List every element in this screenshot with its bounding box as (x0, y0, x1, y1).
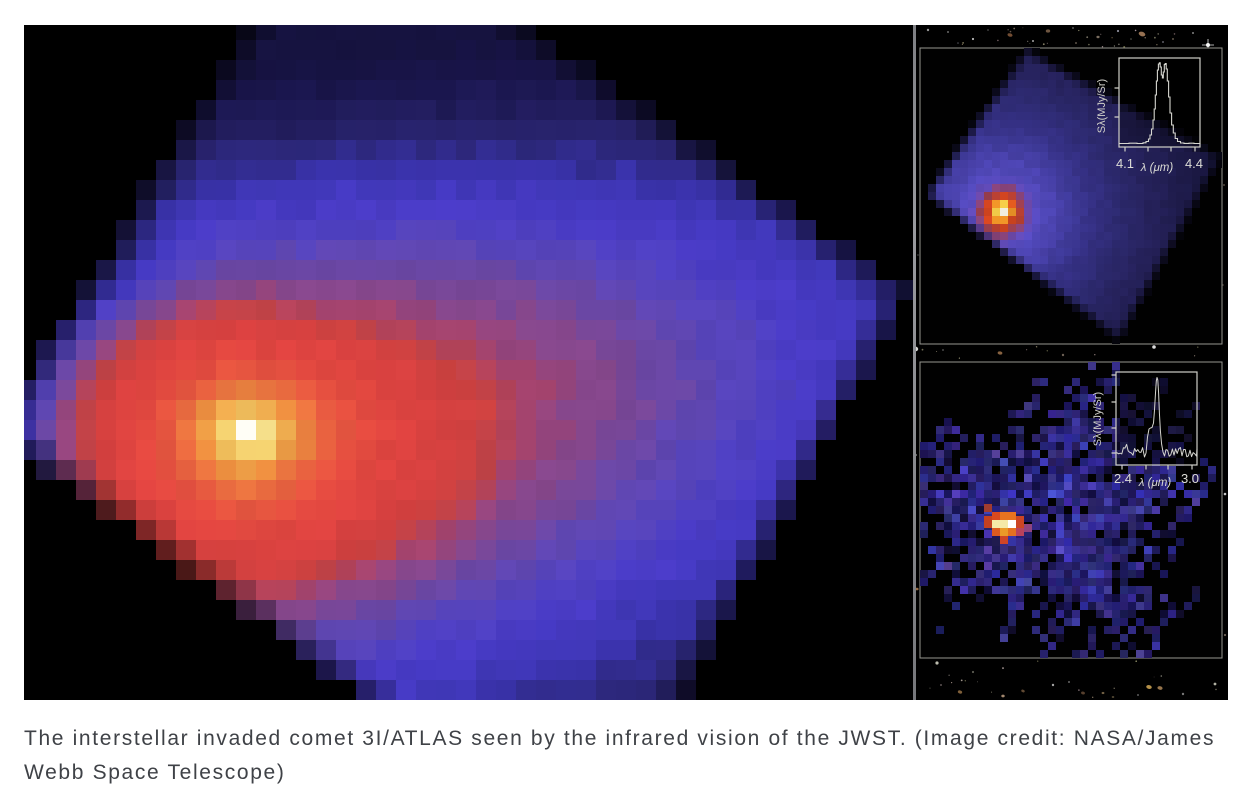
svg-text:3.0: 3.0 (1181, 471, 1199, 486)
svg-text:4.1: 4.1 (1116, 156, 1134, 171)
svg-text:Sλ(MJy/Sr): Sλ(MJy/Sr) (1096, 79, 1108, 133)
svg-text:Sλ(MJy/Sr): Sλ(MJy/Sr) (1092, 392, 1104, 446)
svg-text:4.4: 4.4 (1185, 156, 1203, 171)
svg-text:2.4: 2.4 (1114, 471, 1132, 486)
svg-text:λ (μm): λ (μm) (1140, 162, 1174, 174)
svg-text:λ (μm): λ (μm) (1138, 477, 1172, 489)
